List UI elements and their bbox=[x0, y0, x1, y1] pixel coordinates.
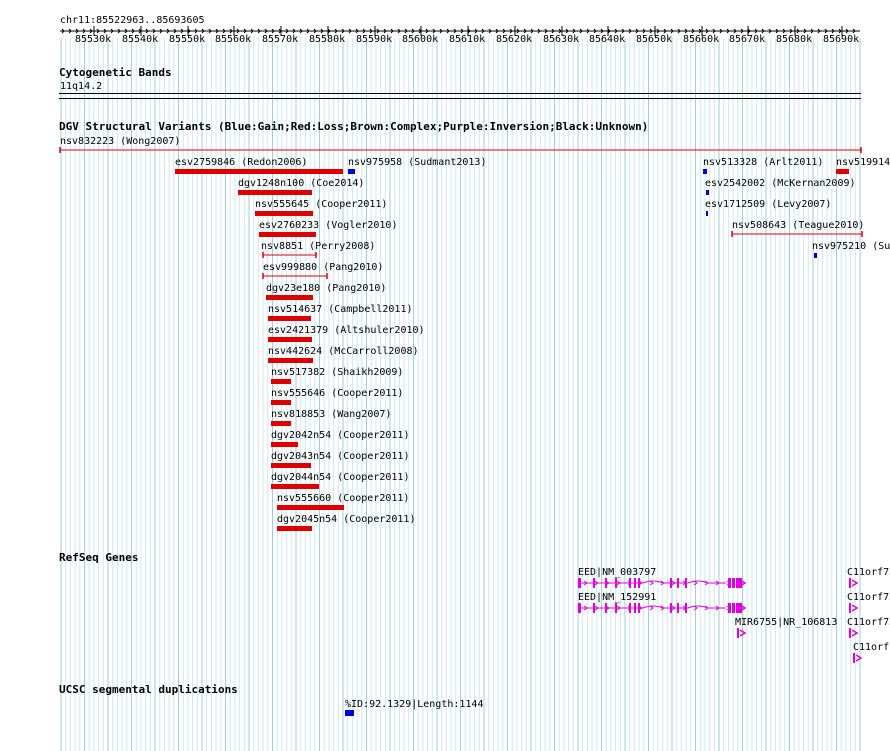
dgv-feature-bar[interactable] bbox=[175, 169, 343, 174]
ruler-tick-label: 85620k bbox=[496, 34, 533, 45]
dgv-feature-bar[interactable] bbox=[706, 190, 709, 195]
refseq-gene-label[interactable]: EED|NM_152991 bbox=[578, 592, 656, 603]
dgv-feature-bar[interactable] bbox=[271, 484, 319, 489]
dgv-feature-label[interactable]: esv2421379 (Altshuler2010) bbox=[268, 325, 425, 336]
track-title-cytoband[interactable]: Cytogenetic Bands bbox=[59, 66, 172, 79]
dgv-feature-bar[interactable] bbox=[271, 379, 291, 384]
dgv-feature-label[interactable]: nsv832223 (Wong2007) bbox=[60, 136, 180, 147]
dgv-feature-bar[interactable] bbox=[277, 505, 344, 510]
ruler-tick-label: 85670k bbox=[729, 34, 766, 45]
refseq-gene-label[interactable]: C11orf73 bbox=[847, 592, 890, 603]
dgv-feature-bar[interactable] bbox=[262, 273, 328, 279]
refseq-gene-label[interactable]: EED|NM_003797 bbox=[578, 567, 656, 578]
ruler-tick-label: 85540k bbox=[122, 34, 159, 45]
refseq-gene-label[interactable]: C11orf73 bbox=[847, 567, 890, 578]
dgv-feature-bar[interactable] bbox=[59, 147, 862, 153]
dgv-feature-bar[interactable] bbox=[731, 231, 863, 237]
dgv-feature-bar[interactable] bbox=[814, 253, 817, 258]
dgv-feature-bar[interactable] bbox=[703, 169, 707, 174]
dgv-feature-bar[interactable] bbox=[706, 211, 708, 216]
ruler-tick-label: 85590k bbox=[356, 34, 393, 45]
dgv-feature-label[interactable]: dgv2042n54 (Cooper2011) bbox=[271, 430, 409, 441]
cytoband-line-bottom bbox=[59, 98, 861, 99]
ruler-tick-label: 85550k bbox=[169, 34, 206, 45]
refseq-gene-model[interactable] bbox=[578, 578, 747, 588]
dgv-feature-bar[interactable] bbox=[268, 358, 313, 363]
ruler-tick-label: 85650k bbox=[636, 34, 673, 45]
refseq-gene-model[interactable] bbox=[849, 603, 859, 613]
track-title-segdup[interactable]: UCSC segmental duplications bbox=[59, 683, 238, 696]
dgv-feature-label[interactable]: dgv1248n100 (Coe2014) bbox=[238, 178, 364, 189]
dgv-feature-label[interactable]: dgv2045n54 (Cooper2011) bbox=[277, 514, 415, 525]
track-title-refseq[interactable]: RefSeq Genes bbox=[59, 551, 139, 564]
ruler-tick-label: 85560k bbox=[215, 34, 252, 45]
dgv-feature-bar[interactable] bbox=[271, 400, 291, 405]
ruler-tick-label: 85680k bbox=[776, 34, 813, 45]
dgv-feature-label[interactable]: esv999880 (Pang2010) bbox=[263, 262, 383, 273]
track-title-dgv[interactable]: DGV Structural Variants (Blue:Gain;Red:L… bbox=[59, 120, 649, 133]
dgv-feature-label[interactable]: nsv555645 (Cooper2011) bbox=[255, 199, 387, 210]
segdup-feature-label[interactable]: %ID:92.1329|Length:1144 bbox=[345, 699, 483, 710]
dgv-feature-bar[interactable] bbox=[271, 442, 298, 447]
dgv-feature-label[interactable]: nsv8851 (Perry2008) bbox=[261, 241, 375, 252]
ruler-tick-label: 85610k bbox=[449, 34, 486, 45]
dgv-feature-bar[interactable] bbox=[277, 526, 312, 531]
dgv-feature-bar[interactable] bbox=[262, 252, 317, 258]
ruler-tick-label: 85690k bbox=[823, 34, 860, 45]
dgv-feature-bar[interactable] bbox=[238, 190, 312, 195]
cytoband-line-top bbox=[59, 93, 861, 94]
refseq-gene-model[interactable] bbox=[578, 603, 747, 613]
dgv-feature-bar[interactable] bbox=[836, 169, 849, 174]
dgv-feature-bar[interactable] bbox=[259, 232, 316, 237]
dgv-feature-bar[interactable] bbox=[268, 316, 311, 321]
dgv-feature-label[interactable]: nsv975210 (Su bbox=[812, 241, 890, 252]
dgv-feature-bar[interactable] bbox=[268, 337, 312, 342]
dgv-feature-label[interactable]: esv2759846 (Redon2006) bbox=[175, 157, 307, 168]
dgv-feature-label[interactable]: nsv508643 (Teague2010) bbox=[732, 220, 864, 231]
dgv-feature-label[interactable]: nsv975958 (Sudmant2013) bbox=[348, 157, 486, 168]
dgv-feature-label[interactable]: esv2542002 (McKernan2009) bbox=[705, 178, 856, 189]
dgv-feature-label[interactable]: nsv513328 (Arlt2011) bbox=[703, 157, 823, 168]
dgv-feature-bar[interactable] bbox=[266, 295, 313, 300]
dgv-feature-label[interactable]: dgv23e180 (Pang2010) bbox=[266, 283, 386, 294]
ruler-axis bbox=[60, 26, 860, 36]
dgv-feature-bar[interactable] bbox=[255, 211, 313, 216]
dgv-feature-label[interactable]: nsv514637 (Campbell2011) bbox=[268, 304, 413, 315]
ruler-tick-label: 85630k bbox=[543, 34, 580, 45]
dgv-feature-label[interactable]: nsv818853 (Wang2007) bbox=[271, 409, 391, 420]
ruler-tick-label: 85600k bbox=[402, 34, 439, 45]
refseq-gene-model[interactable] bbox=[849, 578, 859, 588]
ruler-tick-label: 85530k bbox=[75, 34, 112, 45]
ruler-tick-label: 85640k bbox=[589, 34, 626, 45]
dgv-feature-bar[interactable] bbox=[348, 169, 355, 174]
refseq-gene-label[interactable]: C11orf73 bbox=[847, 617, 890, 628]
dgv-feature-label[interactable]: esv1712509 (Levy2007) bbox=[705, 199, 831, 210]
ruler-tick-label: 85570k bbox=[262, 34, 299, 45]
dgv-feature-label[interactable]: dgv2044n54 (Cooper2011) bbox=[271, 472, 409, 483]
ruler-tick-label: 85660k bbox=[683, 34, 720, 45]
dgv-feature-label[interactable]: nsv442624 (McCarroll2008) bbox=[268, 346, 419, 357]
cytoband-label[interactable]: 11q14.2 bbox=[60, 81, 103, 92]
refseq-gene-model[interactable] bbox=[853, 653, 863, 663]
dgv-feature-label[interactable]: nsv517382 (Shaikh2009) bbox=[271, 367, 403, 378]
dgv-feature-label[interactable]: esv2760233 (Vogler2010) bbox=[259, 220, 397, 231]
refseq-gene-label[interactable]: MIR6755|NR_106813 bbox=[735, 617, 837, 628]
dgv-feature-label[interactable]: nsv555646 (Cooper2011) bbox=[271, 388, 403, 399]
dgv-feature-label[interactable]: nsv555660 (Cooper2011) bbox=[277, 493, 409, 504]
refseq-gene-model[interactable] bbox=[737, 628, 747, 638]
dgv-feature-label[interactable]: nsv519914 bbox=[836, 157, 890, 168]
segdup-feature-bar[interactable] bbox=[345, 710, 354, 716]
refseq-gene-label[interactable]: C11orf bbox=[853, 642, 889, 653]
refseq-gene-model[interactable] bbox=[849, 628, 859, 638]
dgv-feature-bar[interactable] bbox=[271, 463, 311, 468]
dgv-feature-bar[interactable] bbox=[271, 421, 291, 426]
ruler-position-label: chr11:85522963..85693605 bbox=[60, 15, 205, 26]
dgv-feature-label[interactable]: dgv2043n54 (Cooper2011) bbox=[271, 451, 409, 462]
ruler-tick-label: 85580k bbox=[309, 34, 346, 45]
